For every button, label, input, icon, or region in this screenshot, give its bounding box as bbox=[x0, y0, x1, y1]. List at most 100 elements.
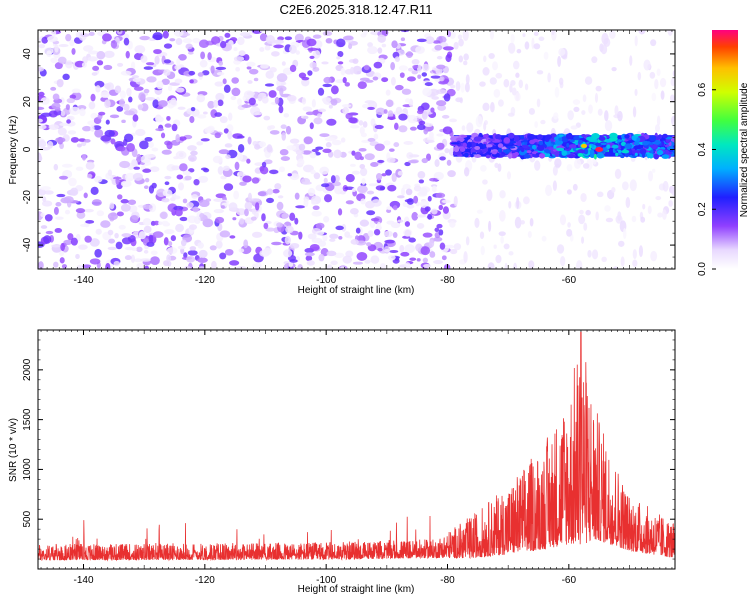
heatmap-cell bbox=[287, 173, 292, 177]
heatmap-cell bbox=[453, 146, 460, 153]
heatmap-cell bbox=[370, 162, 379, 167]
heatmap-cell bbox=[284, 235, 291, 245]
heatmap-cell bbox=[179, 163, 188, 172]
heatmap-cell bbox=[651, 144, 658, 150]
heatmap-cell bbox=[465, 236, 470, 246]
heatmap-cell bbox=[638, 245, 644, 258]
heatmap-cell bbox=[641, 152, 646, 158]
heatmap-cell bbox=[170, 235, 176, 242]
heatmap-cell bbox=[459, 146, 466, 153]
heatmap-cell bbox=[202, 111, 208, 115]
heatmap-cell bbox=[322, 148, 332, 154]
heatmap-cell bbox=[227, 112, 233, 121]
heatmap-cell bbox=[348, 117, 358, 124]
heatmap-cell bbox=[277, 36, 285, 41]
heatmap-cell bbox=[266, 188, 274, 195]
heatmap-cell bbox=[305, 255, 313, 262]
heatmap-cell bbox=[566, 142, 570, 148]
heatmap-cell bbox=[271, 241, 282, 246]
heatmap-cell bbox=[359, 167, 368, 177]
heatmap-cell bbox=[444, 148, 450, 154]
heatmap-cell bbox=[554, 150, 560, 158]
heatmap-cell bbox=[170, 197, 176, 202]
heatmap-cell bbox=[211, 260, 217, 269]
heatmap-cell bbox=[509, 83, 513, 93]
heatmap-cell bbox=[460, 82, 465, 93]
heatmap-cell bbox=[82, 264, 92, 269]
heatmap-cell bbox=[422, 63, 430, 72]
heatmap-cell bbox=[662, 133, 668, 139]
heatmap-cell bbox=[70, 237, 78, 246]
heatmap-cell bbox=[211, 36, 221, 45]
snr-ytick-label: 1000 bbox=[22, 458, 33, 481]
heatmap-cell bbox=[617, 211, 622, 222]
heatmap-cell bbox=[182, 198, 188, 204]
heatmap-cell bbox=[490, 101, 495, 113]
heatmap-cell bbox=[406, 51, 413, 59]
heatmap-cell bbox=[331, 139, 342, 146]
heatmap-cell bbox=[510, 79, 516, 86]
heatmap-cell bbox=[428, 239, 435, 248]
heatmap-cell bbox=[120, 70, 132, 76]
heatmap-cell bbox=[516, 48, 522, 54]
heatmap-cell bbox=[301, 150, 313, 155]
heatmap-cell bbox=[88, 50, 99, 55]
heatmap-cell bbox=[396, 195, 405, 199]
heatmap-cell bbox=[294, 192, 300, 200]
heatmap-cell bbox=[178, 53, 187, 61]
heatmap-cell bbox=[429, 251, 436, 258]
heatmap-cell bbox=[323, 215, 330, 223]
heatmap-cell bbox=[489, 30, 495, 40]
heatmap-cell bbox=[349, 124, 360, 129]
heatmap-cell bbox=[458, 38, 464, 47]
heatmap-cell bbox=[188, 51, 194, 55]
heatmap-cell bbox=[220, 40, 227, 49]
heatmap-cell bbox=[522, 144, 529, 149]
heatmap-cell bbox=[411, 70, 419, 75]
heatmap-cell bbox=[90, 124, 95, 132]
heatmap-cell bbox=[253, 77, 259, 82]
heatmap-cell bbox=[175, 223, 184, 233]
heatmap-xtick-label: -120 bbox=[195, 275, 215, 286]
heatmap-cell bbox=[132, 75, 140, 79]
heatmap-cell bbox=[335, 79, 345, 84]
heatmap-cell bbox=[197, 114, 207, 119]
heatmap-cell bbox=[433, 171, 444, 181]
heatmap-cell bbox=[649, 135, 657, 142]
heatmap-cell bbox=[276, 222, 283, 228]
heatmap-cell bbox=[538, 153, 546, 159]
heatmap-cell bbox=[522, 33, 526, 38]
heatmap-cell bbox=[435, 89, 447, 95]
heatmap-cell bbox=[423, 263, 432, 268]
heatmap-cell bbox=[301, 78, 310, 87]
heatmap-cell bbox=[567, 110, 574, 121]
heatmap-cell bbox=[385, 89, 391, 96]
heatmap-cell bbox=[598, 136, 606, 142]
heatmap-cell bbox=[386, 220, 395, 225]
heatmap-cell bbox=[175, 87, 185, 93]
heatmap-cell bbox=[251, 177, 260, 184]
heatmap-cell bbox=[471, 152, 477, 155]
heatmap-cell bbox=[390, 62, 396, 71]
heatmap-cell bbox=[545, 184, 553, 197]
heatmap-cell bbox=[91, 72, 98, 76]
heatmap-cell bbox=[238, 248, 245, 253]
heatmap-cell bbox=[393, 142, 400, 148]
heatmap-cell bbox=[389, 249, 399, 253]
heatmap-cell bbox=[76, 143, 82, 148]
heatmap-cell bbox=[406, 76, 416, 82]
heatmap-cell bbox=[248, 97, 256, 106]
heatmap-cell bbox=[232, 217, 237, 221]
heatmap-cell bbox=[301, 181, 312, 185]
heatmap-cell bbox=[499, 190, 506, 199]
heatmap-cell bbox=[572, 99, 581, 106]
heatmap-cell bbox=[453, 195, 458, 207]
heatmap-cell bbox=[143, 66, 154, 70]
heatmap-cell bbox=[445, 54, 452, 63]
heatmap-cell bbox=[453, 243, 462, 251]
heatmap-cell bbox=[538, 140, 544, 146]
heatmap-cell bbox=[246, 61, 256, 67]
heatmap-cell bbox=[65, 104, 70, 110]
heatmap-cell bbox=[499, 153, 505, 157]
heatmap-cell bbox=[190, 106, 196, 112]
